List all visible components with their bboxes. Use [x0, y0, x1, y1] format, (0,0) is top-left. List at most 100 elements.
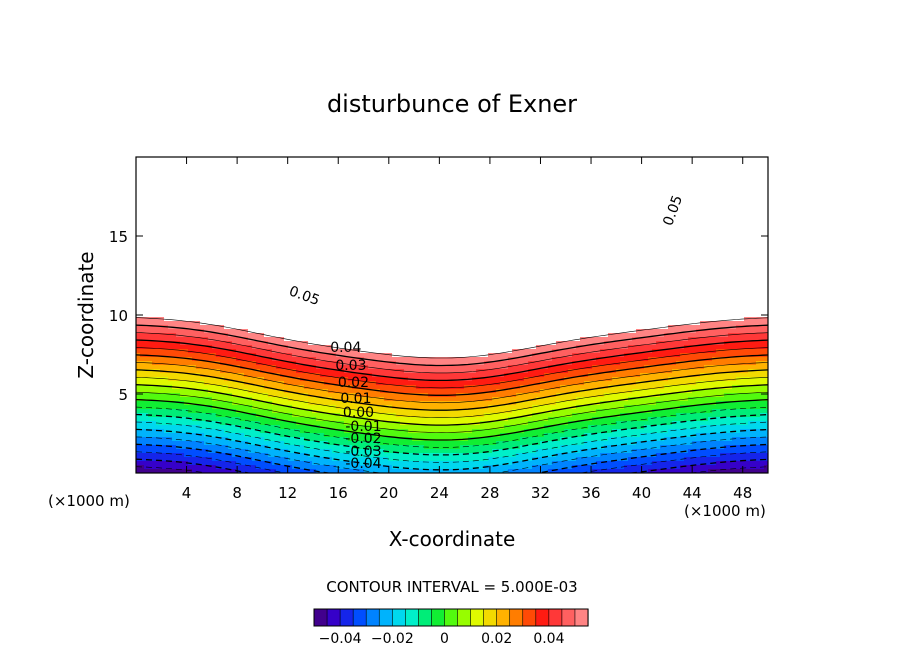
field-cell [264, 469, 269, 473]
field-cell [156, 277, 161, 282]
field-cell [344, 373, 349, 378]
field-cell [360, 317, 365, 322]
field-cell [284, 249, 289, 254]
field-cell [264, 325, 269, 330]
field-cell [224, 173, 229, 178]
field-cell [320, 317, 325, 322]
field-cell [136, 381, 141, 386]
field-cell [248, 329, 253, 334]
field-cell [268, 369, 273, 374]
field-cell [140, 265, 145, 270]
field-cell [332, 281, 337, 286]
field-cell [340, 293, 345, 298]
field-cell [280, 297, 285, 302]
field-cell [288, 245, 293, 250]
field-cell [172, 221, 177, 226]
field-cell [372, 205, 377, 210]
field-cell [172, 437, 177, 442]
field-cell [296, 461, 301, 466]
field-cell [356, 377, 361, 382]
field-cell [148, 161, 153, 166]
field-cell [376, 413, 381, 418]
field-cell [228, 301, 233, 306]
field-cell [312, 325, 317, 330]
field-cell [192, 441, 197, 446]
field-cell [260, 277, 265, 282]
field-cell [156, 353, 161, 358]
field-cell [376, 441, 381, 446]
field-cell [304, 305, 309, 310]
field-cell [168, 165, 173, 170]
field-cell [380, 169, 385, 174]
field-cell [208, 317, 213, 322]
field-cell [344, 193, 349, 198]
field-cell [152, 385, 157, 390]
field-cell [364, 445, 369, 450]
field-cell [212, 245, 217, 250]
field-cell [256, 201, 261, 206]
field-cell [176, 225, 181, 230]
field-cell [356, 173, 361, 178]
field-cell [264, 329, 269, 334]
field-cell [208, 353, 213, 358]
field-cell [344, 333, 349, 338]
field-cell [320, 361, 325, 366]
field-cell [328, 337, 333, 342]
field-cell [296, 441, 301, 446]
field-cell [152, 401, 157, 406]
field-cell [300, 197, 305, 202]
field-cell [148, 333, 153, 338]
field-cell [368, 289, 373, 294]
field-cell [232, 165, 237, 170]
field-cell [288, 413, 293, 418]
field-cell [360, 257, 365, 262]
field-cell [372, 277, 377, 282]
field-cell [300, 445, 305, 450]
field-cell [152, 293, 157, 298]
field-cell [264, 273, 269, 278]
field-cell [172, 285, 177, 290]
field-cell [364, 393, 369, 398]
field-cell [368, 341, 373, 346]
field-cell [324, 201, 329, 206]
field-cell [192, 165, 197, 170]
field-cell [200, 385, 205, 390]
field-cell [344, 409, 349, 414]
field-cell [212, 409, 217, 414]
field-cell [188, 449, 193, 454]
field-cell [208, 189, 213, 194]
field-cell [340, 297, 345, 302]
field-cell [148, 425, 153, 430]
field-cell [380, 457, 385, 462]
field-cell [256, 229, 261, 234]
field-cell [316, 273, 321, 278]
field-cell [188, 305, 193, 310]
field-cell [320, 265, 325, 270]
field-cell [212, 213, 217, 218]
field-cell [328, 317, 333, 322]
field-cell [140, 433, 145, 438]
field-cell [348, 293, 353, 298]
field-cell [208, 441, 213, 446]
field-cell [372, 429, 377, 434]
field-cell [204, 393, 209, 398]
field-cell [352, 233, 357, 238]
field-cell [152, 213, 157, 218]
field-cell [384, 329, 389, 334]
field-cell [244, 201, 249, 206]
field-cell [284, 257, 289, 262]
field-cell [364, 221, 369, 226]
field-cell [380, 221, 385, 226]
field-cell [356, 229, 361, 234]
field-cell [288, 445, 293, 450]
field-cell [152, 377, 157, 382]
field-cell [364, 405, 369, 410]
field-cell [164, 453, 169, 458]
field-cell [140, 293, 145, 298]
field-cell [224, 185, 229, 190]
field-cell [188, 453, 193, 458]
field-cell [280, 357, 285, 362]
field-cell [244, 157, 249, 162]
field-cell [368, 429, 373, 434]
field-cell [324, 261, 329, 266]
